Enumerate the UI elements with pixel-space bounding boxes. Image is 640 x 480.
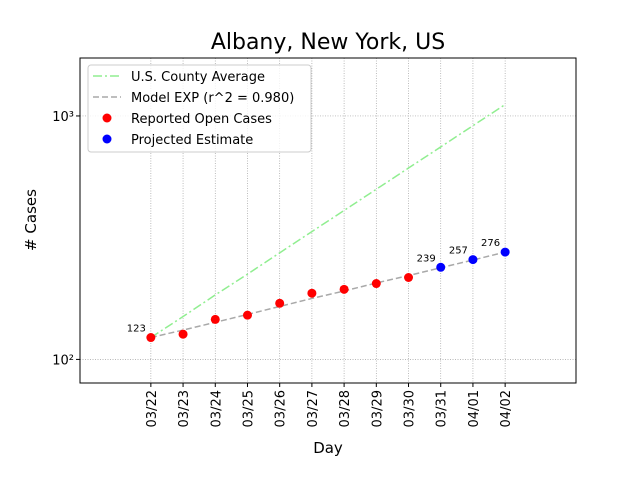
legend-marker	[102, 134, 112, 144]
x-tick-label: 04/02	[499, 390, 514, 427]
data-point	[210, 314, 220, 324]
x-tick-label: 03/27	[306, 390, 321, 427]
data-point	[275, 298, 285, 308]
data-point	[468, 255, 478, 265]
x-tick-label: 03/30	[403, 390, 418, 427]
data-point	[339, 284, 349, 294]
x-tick-label: 03/26	[274, 390, 289, 427]
legend-label: U.S. County Average	[131, 70, 265, 85]
x-tick-label: 03/23	[177, 390, 192, 427]
x-tick-label: 03/24	[209, 390, 224, 427]
x-tick-label: 03/29	[370, 390, 385, 427]
y-tick-label: 10²	[52, 353, 74, 368]
x-tick-label: 03/22	[145, 390, 160, 427]
y-tick-label: 10³	[52, 110, 74, 125]
legend-label: Projected Estimate	[131, 133, 253, 148]
chart-title: Albany, New York, US	[211, 30, 445, 55]
x-tick-label: 03/31	[435, 390, 450, 427]
data-point	[146, 333, 156, 343]
legend-label: Reported Open Cases	[131, 112, 272, 127]
x-tick-label: 03/28	[338, 390, 353, 427]
data-label: 276	[481, 238, 500, 249]
y-axis-label: # Cases	[22, 189, 40, 251]
data-label: 123	[127, 324, 146, 335]
data-point	[500, 247, 510, 257]
data-point	[242, 310, 252, 320]
data-point	[404, 272, 414, 282]
x-tick-label: 04/01	[467, 390, 482, 427]
data-label: 239	[417, 253, 436, 264]
legend-box	[87, 64, 312, 153]
data-label: 257	[449, 246, 468, 257]
data-point	[307, 288, 317, 298]
data-point	[371, 279, 381, 289]
x-tick-label: 03/25	[241, 390, 256, 427]
x-axis-label: Day	[313, 439, 343, 457]
series-line	[150, 251, 506, 339]
legend-label: Model EXP (r^2 = 0.980)	[131, 91, 294, 106]
plot-frame	[79, 57, 577, 384]
data-point	[436, 262, 446, 272]
series-line	[150, 103, 506, 339]
data-point	[178, 329, 188, 339]
legend-marker	[102, 113, 112, 123]
